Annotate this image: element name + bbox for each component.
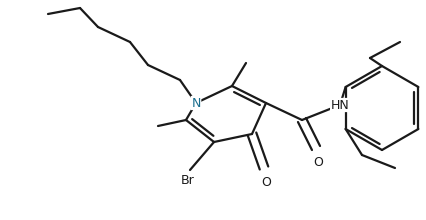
Text: O: O	[261, 176, 271, 189]
Text: HN: HN	[331, 99, 349, 112]
Text: Br: Br	[181, 174, 195, 187]
Text: O: O	[313, 156, 323, 169]
Text: N: N	[191, 97, 201, 110]
